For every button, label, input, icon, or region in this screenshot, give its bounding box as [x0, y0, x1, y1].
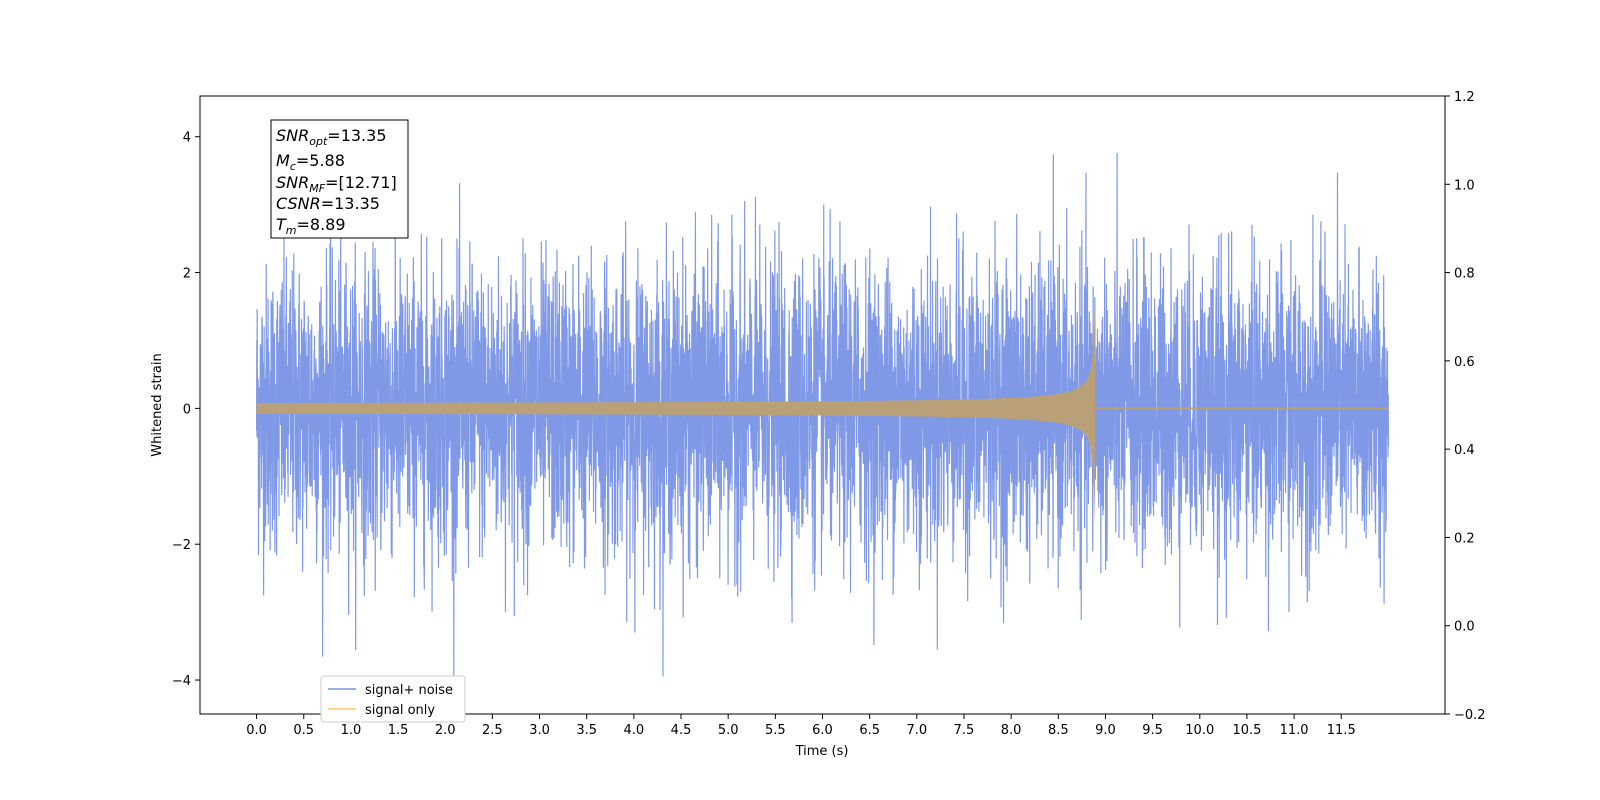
y2-tick-label: 1.2 — [1454, 90, 1475, 105]
signal-only-series — [256, 303, 1389, 528]
y-tick-label: −2 — [172, 538, 191, 553]
x-tick-label: 0.0 — [246, 723, 267, 738]
x-tick-label: 9.5 — [1142, 723, 1163, 738]
x-tick-label: 1.0 — [341, 723, 362, 738]
y2-tick-label: 0.0 — [1454, 620, 1475, 635]
x-tick-label: 2.5 — [482, 723, 503, 738]
x-tick-label: 5.0 — [718, 723, 739, 738]
x-tick-label: 9.0 — [1095, 723, 1116, 738]
annotation-snr-opt: SNRopt=13.35 — [276, 126, 387, 148]
x-tick-label: 3.0 — [529, 723, 550, 738]
signal-noise-line — [255, 152, 1390, 684]
x-axis-ticks: 0.0 0.5 1.0 1.5 2.0 2.5 3.0 3.5 4.0 4.5 5.0 5.5 6.0 6… — [246, 714, 1356, 738]
x-tick-label: 2.0 — [435, 723, 456, 738]
y-tick-label: 4 — [183, 131, 191, 146]
y2-tick-label: 0.8 — [1454, 267, 1475, 282]
y-tick-label: 2 — [183, 267, 191, 282]
x-tick-label: 8.5 — [1048, 723, 1069, 738]
x-axis-label: Time (s) — [795, 744, 849, 759]
x-tick-label: 10.0 — [1185, 723, 1214, 738]
annotation-mc: Mc=5.88 — [276, 151, 345, 173]
x-tick-label: 4.0 — [624, 723, 645, 738]
y-tick-label: 0 — [183, 402, 191, 417]
y2-tick-label: 0.6 — [1454, 355, 1475, 370]
x-tick-label: 6.0 — [812, 723, 833, 738]
signal-only-envelope — [256, 303, 1096, 528]
annotation-csnr: CSNR=13.35 — [276, 194, 380, 213]
x-tick-label: 6.5 — [859, 723, 880, 738]
annotation-box: SNRopt=13.35 Mc=5.88 SNRMF=[12.71] CSNR=… — [270, 119, 409, 239]
y2-tick-label: 0.2 — [1454, 531, 1475, 546]
legend: signal+ noise signal only — [320, 675, 466, 723]
x-tick-label: 1.5 — [388, 723, 409, 738]
x-tick-label: 3.5 — [576, 723, 597, 738]
y2-axis-ticks: −0.2 0.0 0.2 0.4 0.6 0.8 1.0 1.2 — [1445, 90, 1486, 723]
x-tick-label: 5.5 — [765, 723, 786, 738]
x-tick-label: 8.0 — [1001, 723, 1022, 738]
x-tick-label: 11.5 — [1327, 723, 1356, 738]
annotation-tm: Tm=8.89 — [276, 215, 346, 237]
legend-label-signal-noise: signal+ noise — [365, 683, 453, 698]
legend-label-signal-only: signal only — [365, 703, 435, 718]
x-tick-label: 10.5 — [1232, 723, 1261, 738]
y2-tick-label: −0.2 — [1454, 708, 1486, 723]
x-tick-label: 11.0 — [1280, 723, 1309, 738]
y-tick-label: −4 — [172, 674, 191, 689]
y-axis-ticks: −4 −2 0 2 4 — [172, 131, 200, 689]
y2-tick-label: 0.4 — [1454, 443, 1475, 458]
x-tick-label: 0.5 — [293, 723, 314, 738]
signal-noise-series — [255, 152, 1390, 684]
x-tick-label: 7.0 — [906, 723, 927, 738]
y-axis-label: Whitened strain — [150, 353, 165, 456]
y2-tick-label: 1.0 — [1454, 178, 1475, 193]
x-tick-label: 7.5 — [954, 723, 975, 738]
x-tick-label: 4.5 — [671, 723, 692, 738]
annotation-snr-mf: SNRMF=[12.71] — [276, 173, 397, 195]
